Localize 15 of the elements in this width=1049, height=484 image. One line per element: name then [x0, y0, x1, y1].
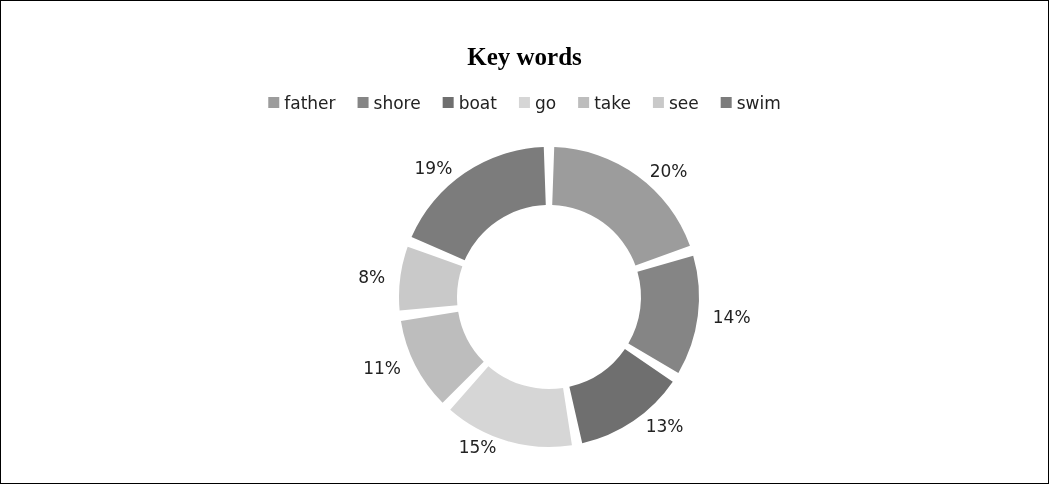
data-label: 8% [358, 267, 386, 288]
legend-label: father [284, 92, 336, 113]
chart-title: Key words [467, 43, 583, 70]
legend-label: go [534, 92, 557, 113]
legend-label: shore [373, 92, 421, 113]
data-label: 14% [712, 306, 751, 327]
legend-label: see [668, 92, 699, 113]
data-label: 19% [414, 157, 453, 178]
data-label: 20% [649, 160, 688, 181]
data-label: 11% [363, 357, 401, 378]
legend-label: boat [458, 92, 498, 113]
legend-label: take [594, 92, 631, 113]
data-label: 13% [645, 416, 684, 437]
legend-label: swim [736, 92, 781, 113]
data-label: 15% [458, 436, 497, 457]
